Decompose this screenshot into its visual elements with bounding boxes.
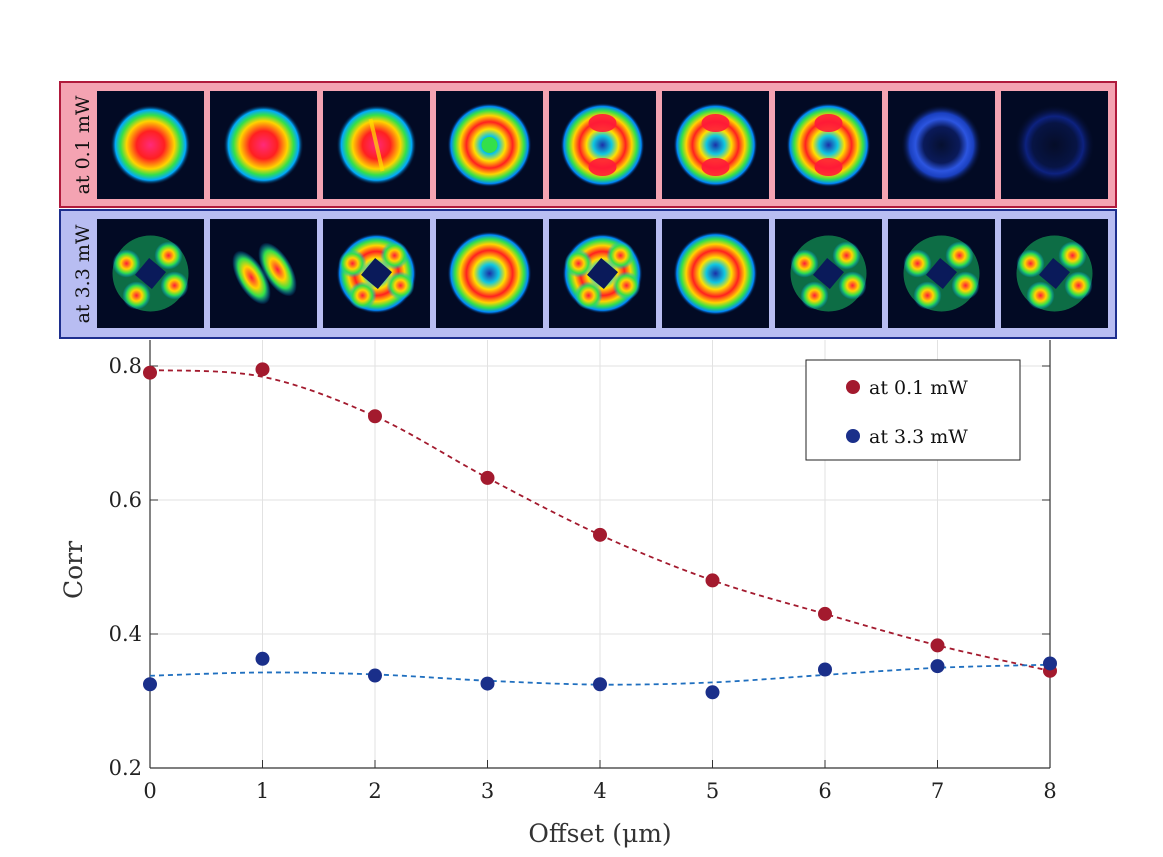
data-point-series-2 — [255, 651, 270, 666]
beam-image — [210, 91, 317, 199]
x-axis-label: Offset (μm) — [528, 819, 671, 848]
beam-image — [888, 91, 995, 199]
x-tick-label: 2 — [368, 779, 381, 803]
beam-image — [775, 219, 882, 328]
axes: 0 1 2 3 4 5 6 7 8 0.2 0.4 0.6 0.8 — [109, 340, 1057, 803]
beam-image — [323, 219, 430, 328]
legend: at 0.1 mW at 3.3 mW — [805, 359, 1021, 461]
strip-2-label: at 3.3 mW — [72, 224, 94, 323]
beam-image — [662, 219, 769, 328]
legend-label-1: at 0.1 mW — [869, 377, 968, 399]
data-point-series-2 — [593, 677, 607, 692]
beam-image — [1001, 219, 1108, 328]
legend-box — [805, 359, 1021, 461]
data-point-series-2 — [818, 662, 832, 677]
beam-image — [436, 91, 543, 199]
x-tick-label: 4 — [593, 779, 606, 803]
data-point-series-1 — [255, 362, 270, 377]
data-point-series-1 — [143, 365, 157, 380]
beam-image — [549, 219, 656, 328]
x-tick-label: 0 — [143, 779, 156, 803]
data-point-series-1 — [480, 470, 495, 485]
y-tick-label: 0.8 — [109, 354, 142, 378]
data-point-series-2 — [705, 685, 720, 700]
beam-image — [888, 219, 995, 328]
data-point-series-1 — [930, 638, 945, 653]
beam-image — [97, 219, 204, 328]
x-tick-label: 7 — [931, 779, 944, 803]
legend-marker-1 — [846, 380, 860, 394]
data-points — [143, 362, 1057, 700]
beam-image — [549, 91, 656, 199]
x-tick-label: 8 — [1043, 779, 1056, 803]
data-point-series-2 — [143, 677, 157, 692]
beam-image — [662, 91, 769, 199]
y-axis-label: Corr — [59, 541, 88, 599]
data-point-series-2 — [930, 659, 945, 674]
data-point-series-2 — [368, 668, 382, 683]
beam-image — [210, 219, 317, 328]
data-point-series-1 — [593, 527, 607, 542]
data-point-series-1 — [705, 573, 720, 588]
data-point-series-1 — [818, 606, 832, 621]
strip-2-images — [97, 219, 1108, 328]
data-point-series-2 — [480, 676, 495, 691]
x-tick-label: 1 — [256, 779, 269, 803]
data-point-series-1 — [368, 409, 382, 424]
data-point-series-2 — [1043, 656, 1057, 671]
legend-label-2: at 3.3 mW — [869, 426, 968, 448]
beam-image — [323, 91, 430, 199]
beam-image — [97, 91, 204, 199]
y-tick-label: 0.2 — [109, 756, 142, 780]
beam-image — [436, 219, 543, 328]
beam-image — [1001, 91, 1108, 199]
strip-1-images — [97, 91, 1108, 199]
strip-1-label: at 0.1 mW — [72, 95, 94, 194]
beam-strip-1: at 0.1 mW — [59, 81, 1117, 208]
x-tick-label: 6 — [818, 779, 831, 803]
y-tick-label: 0.6 — [109, 488, 142, 512]
beam-image — [775, 91, 882, 199]
x-tick-label: 3 — [481, 779, 494, 803]
y-tick-label: 0.4 — [109, 622, 142, 646]
chart: 0 1 2 3 4 5 6 7 8 0.2 0.4 0.6 0.8 Offset (μm) Corr a… — [59, 340, 1057, 848]
x-tick-label: 5 — [706, 779, 719, 803]
beam-strip-2: at 3.3 mW — [59, 209, 1117, 339]
legend-marker-2 — [846, 429, 860, 443]
